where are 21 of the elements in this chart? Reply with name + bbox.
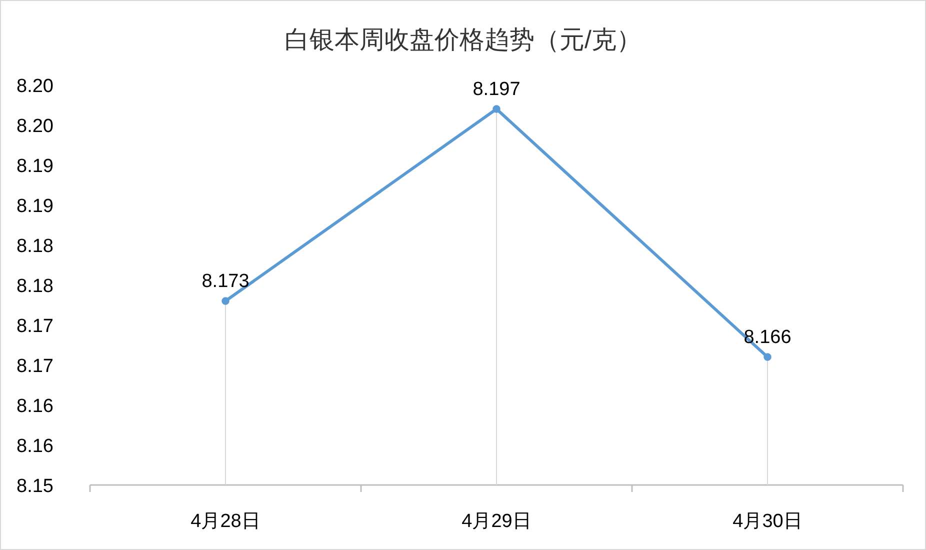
point (492, 105, 500, 113)
y-tick-label: 8.19 (16, 156, 54, 177)
data-label: 8.166 (744, 327, 792, 348)
x-tick-label: 4月30日 (732, 511, 802, 532)
y-tick-label: 8.16 (16, 436, 54, 457)
x-tick-label: 4月28日 (190, 511, 260, 532)
y-tick-label: 8.15 (16, 476, 54, 497)
data-label: 8.197 (472, 79, 520, 100)
point (222, 297, 230, 305)
y-tick-label: 8.18 (16, 276, 54, 297)
y-tick-label: 8.19 (16, 196, 54, 217)
y-tick-label: 8.17 (16, 356, 54, 377)
y-tick-label: 8.17 (16, 316, 54, 337)
data-label: 8.173 (202, 271, 250, 292)
y-tick-label: 8.20 (16, 116, 54, 137)
x-tick-label: 4月29日 (462, 511, 532, 532)
point (764, 353, 772, 361)
y-tick-label: 8.20 (16, 76, 54, 97)
y-tick-label: 8.16 (16, 396, 54, 417)
y-tick-label: 8.18 (16, 236, 54, 257)
chart-title: 白银本周收盘价格趋势（元/克） (284, 26, 642, 54)
